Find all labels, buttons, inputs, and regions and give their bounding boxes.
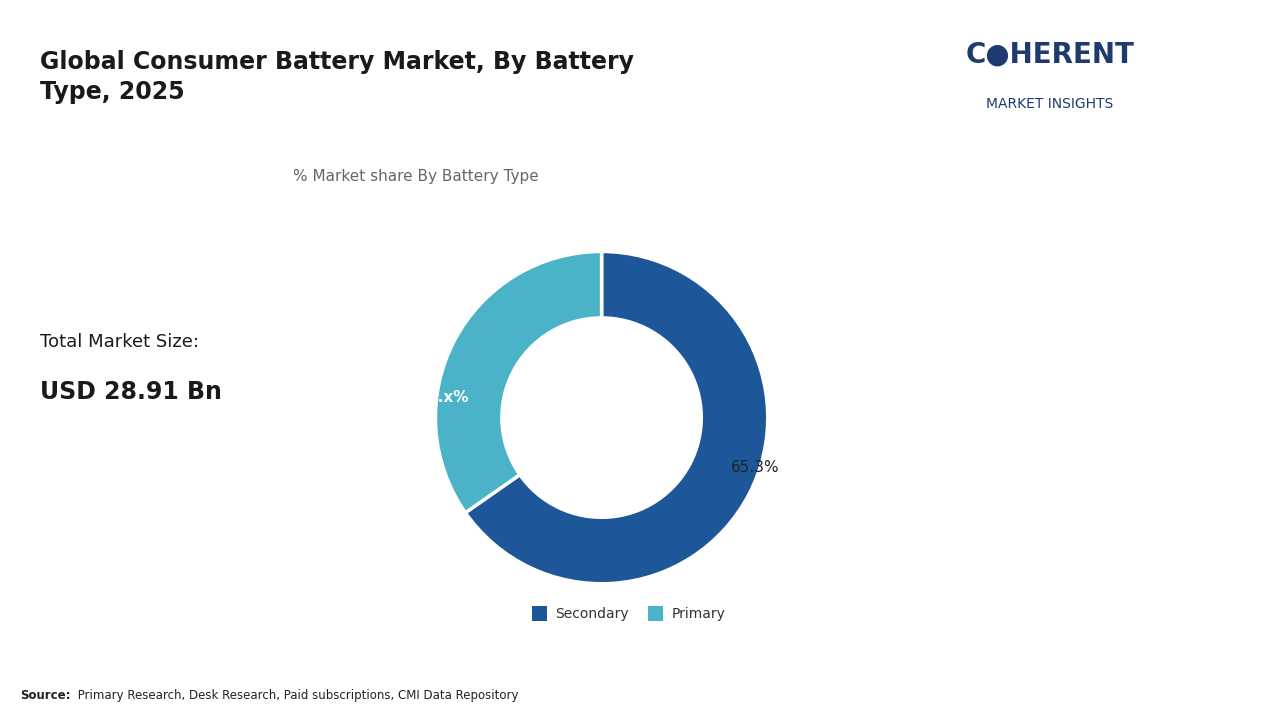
Text: Primary: Primary xyxy=(672,607,726,621)
Text: 65.3%: 65.3% xyxy=(731,460,780,475)
Text: 65.3%: 65.3% xyxy=(849,142,1021,189)
Text: Estimated Market: Estimated Market xyxy=(849,284,983,299)
Text: Primary Research, Desk Research, Paid subscriptions, CMI Data Repository: Primary Research, Desk Research, Paid su… xyxy=(74,689,518,702)
Wedge shape xyxy=(466,251,768,584)
Bar xyxy=(531,606,547,621)
Text: MARKET INSIGHTS: MARKET INSIGHTS xyxy=(986,96,1114,111)
Text: Secondary: Secondary xyxy=(849,234,938,248)
Text: Global Consumer Battery Market, By Battery
Type, 2025: Global Consumer Battery Market, By Batte… xyxy=(40,50,634,104)
Text: Secondary: Secondary xyxy=(556,607,628,621)
Text: Battery Type -: Battery Type - xyxy=(992,234,1105,248)
Text: C●HERENT: C●HERENT xyxy=(965,41,1134,68)
Text: Revenue Share, 2025: Revenue Share, 2025 xyxy=(849,335,1012,349)
Text: % Market share By Battery Type: % Market share By Battery Type xyxy=(293,169,539,184)
Text: xx.x%: xx.x% xyxy=(419,390,468,405)
Wedge shape xyxy=(435,251,602,513)
Text: Source:: Source: xyxy=(20,689,70,702)
Text: Global
Consumer
Battery Market: Global Consumer Battery Market xyxy=(849,464,1075,573)
Bar xyxy=(648,606,663,621)
Text: USD 28.91 Bn: USD 28.91 Bn xyxy=(40,380,221,405)
Text: Total Market Size:: Total Market Size: xyxy=(40,333,198,351)
